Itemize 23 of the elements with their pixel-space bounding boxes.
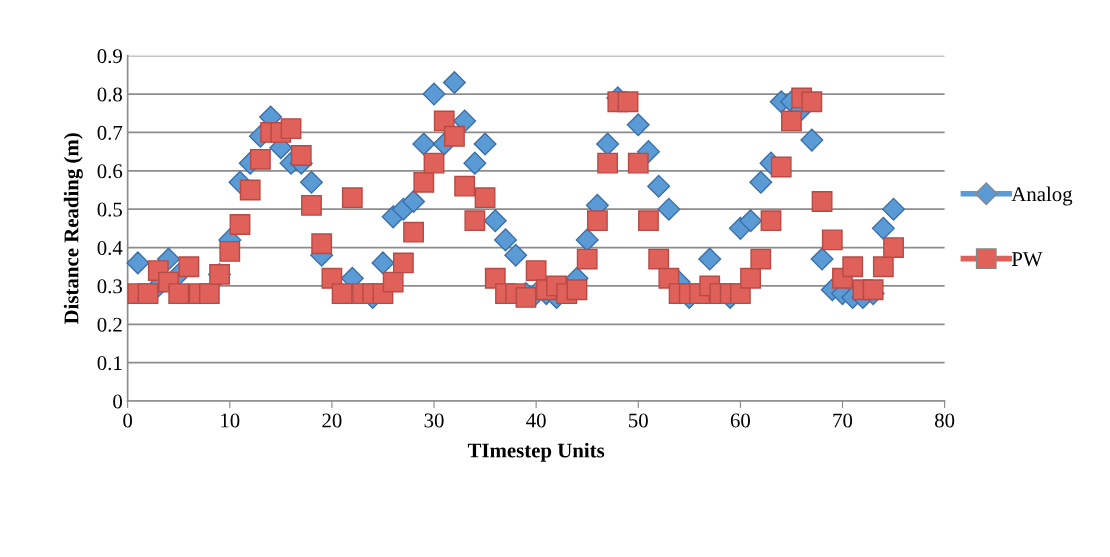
y-tick-label: 0.6 <box>97 164 123 179</box>
x-tick-label: 70 <box>833 413 853 428</box>
y-axis-title: Distance Reading (m) <box>63 133 83 325</box>
x-tick-label: 60 <box>730 413 750 428</box>
y-tick-label: 0.8 <box>97 87 122 102</box>
x-tick-label: 40 <box>526 413 546 428</box>
y-tick-label: 0.5 <box>97 202 122 217</box>
x-axis-title: TImestep Units <box>467 442 605 462</box>
y-tick-label: 0.4 <box>97 240 123 256</box>
x-tick-label: 30 <box>424 413 444 428</box>
y-tick-label: 0.1 <box>97 356 122 371</box>
y-tick-label: 0 <box>113 394 122 409</box>
legend-label: PW <box>1011 252 1043 267</box>
y-tick-label: 0.9 <box>97 49 122 64</box>
x-tick-label: 0 <box>123 413 133 428</box>
y-tick-label: 0.2 <box>97 317 122 332</box>
x-tick-label: 80 <box>934 413 955 428</box>
legend-label: Analog <box>1011 186 1073 206</box>
x-tick-label: 20 <box>322 413 342 428</box>
y-tick-label: 0.7 <box>97 125 123 140</box>
x-tick-label: 50 <box>629 413 648 428</box>
y-tick-label: 0.3 <box>97 279 122 294</box>
x-tick-label: 10 <box>221 413 240 428</box>
